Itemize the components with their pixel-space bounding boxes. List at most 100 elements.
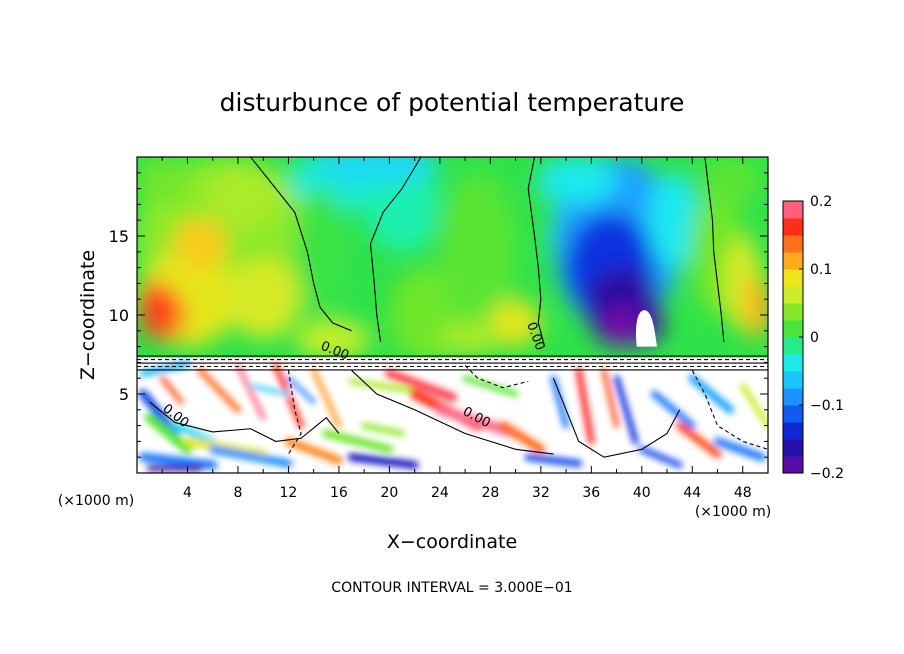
contour-line: [287, 370, 302, 455]
lower-temperature-field: [137, 357, 768, 473]
x-unit-right: (×1000 m): [695, 504, 771, 520]
field-streak: [675, 421, 722, 459]
field-blob: [540, 157, 617, 205]
field-streak: [235, 363, 266, 421]
colorbar-segment: [783, 218, 803, 236]
field-streak: [650, 390, 696, 430]
contour-line: [464, 365, 529, 389]
field-blob: [172, 218, 228, 270]
x-tick-label: 32: [532, 485, 550, 501]
contour-lines: [137, 157, 768, 458]
x-tick-label: 20: [380, 485, 398, 501]
colorbar-segment: [783, 337, 803, 355]
field-blob: [140, 281, 172, 317]
field-streak: [248, 384, 291, 396]
field-streak: [311, 367, 342, 429]
x-tick-label: 12: [280, 485, 298, 501]
contour-line: [149, 401, 340, 442]
field-streak: [575, 367, 595, 445]
field-blob: [313, 157, 440, 184]
colorbar-tick-label: −0.1: [810, 398, 844, 414]
field-streak: [613, 375, 639, 445]
colorbar-segment: [783, 303, 803, 321]
field-streak: [139, 360, 191, 377]
x-tick-label: 8: [233, 485, 242, 501]
field-streak: [361, 422, 406, 437]
colorbar-segment: [783, 456, 803, 474]
plot-field: [137, 157, 768, 473]
field-streak: [284, 437, 343, 465]
field-streak: [550, 375, 570, 429]
colorbar-tick-label: −0.2: [810, 466, 844, 482]
y-tick-label: 5: [119, 385, 129, 404]
x-tick-label: 16: [330, 485, 348, 501]
colorbar-tick-label: 0.1: [810, 262, 832, 278]
colorbar-segment: [783, 439, 803, 457]
x-axis: 4 8 12 16 20 24 28 32 36 40 44 48: [161, 157, 752, 501]
field-streak: [347, 453, 419, 470]
colorbar-segment: [783, 269, 803, 287]
colorbar-tick-label: 0: [810, 330, 819, 346]
y-tick-label: 15: [109, 227, 129, 246]
x-tick-label: 44: [683, 485, 701, 501]
field-streak: [462, 375, 519, 397]
colorbar-segment: [783, 354, 803, 372]
field-blob: [698, 157, 762, 205]
field-streak: [138, 389, 180, 438]
field-blob: [137, 157, 188, 205]
field-streak: [739, 383, 768, 429]
field-streak: [144, 412, 193, 455]
contour-line: [527, 157, 546, 347]
field-blob: [745, 275, 768, 339]
colorbar-segment: [783, 422, 803, 440]
field-streak: [524, 453, 583, 468]
contour-line: [691, 370, 768, 450]
colorbar-segment: [783, 286, 803, 304]
y-tick-label: 10: [109, 306, 129, 325]
field-blob: [206, 164, 283, 229]
y-axis: 5 10 15: [109, 172, 768, 458]
colorbar-tick-label: 0.2: [810, 194, 832, 210]
x-tick-label: 48: [734, 485, 752, 501]
field-streak: [688, 374, 735, 414]
x-axis-label: X−coordinate: [387, 531, 517, 553]
field-blob: [648, 172, 699, 268]
field-blob: [635, 310, 657, 347]
contour-line: [704, 157, 725, 342]
x-tick-label: 36: [582, 485, 600, 501]
contour-interval-note: CONTOUR INTERVAL = 3.000E−01: [331, 580, 572, 596]
colorbar-segment: [783, 320, 803, 338]
contour-line: [250, 157, 352, 332]
field-streak: [713, 437, 766, 462]
field-blob: [603, 307, 642, 346]
field-streak: [322, 429, 394, 454]
x-tick-label: 40: [633, 485, 651, 501]
field-streak: [384, 368, 457, 402]
contour-line: [351, 369, 554, 455]
chart-title: disturbunce of potential temperature: [220, 88, 685, 117]
upper-temperature-field: [137, 157, 768, 363]
field-blob: [294, 319, 371, 358]
field-blob: [225, 259, 301, 339]
field-blob: [490, 299, 541, 347]
field-streak: [348, 378, 418, 394]
field-streak: [498, 421, 546, 454]
x-tick-label: 4: [183, 485, 192, 501]
field-streak: [197, 367, 241, 413]
colorbar-segment: [783, 388, 803, 406]
field-streak: [159, 375, 184, 405]
x-unit-left: (×1000 m): [58, 493, 134, 509]
contour-line: [369, 157, 422, 342]
contour-line: [552, 377, 681, 458]
colorbar-segment: [783, 371, 803, 389]
colorbar-segment: [783, 252, 803, 270]
y-axis-label: Z−coordinate: [77, 250, 99, 380]
field-blob: [439, 172, 516, 331]
field-streak: [601, 367, 620, 429]
field-streak: [286, 376, 316, 404]
field-streak: [138, 452, 218, 470]
field-blob: [439, 322, 503, 355]
colorbar-segment: [783, 235, 803, 253]
colorbar-segment: [783, 405, 803, 423]
